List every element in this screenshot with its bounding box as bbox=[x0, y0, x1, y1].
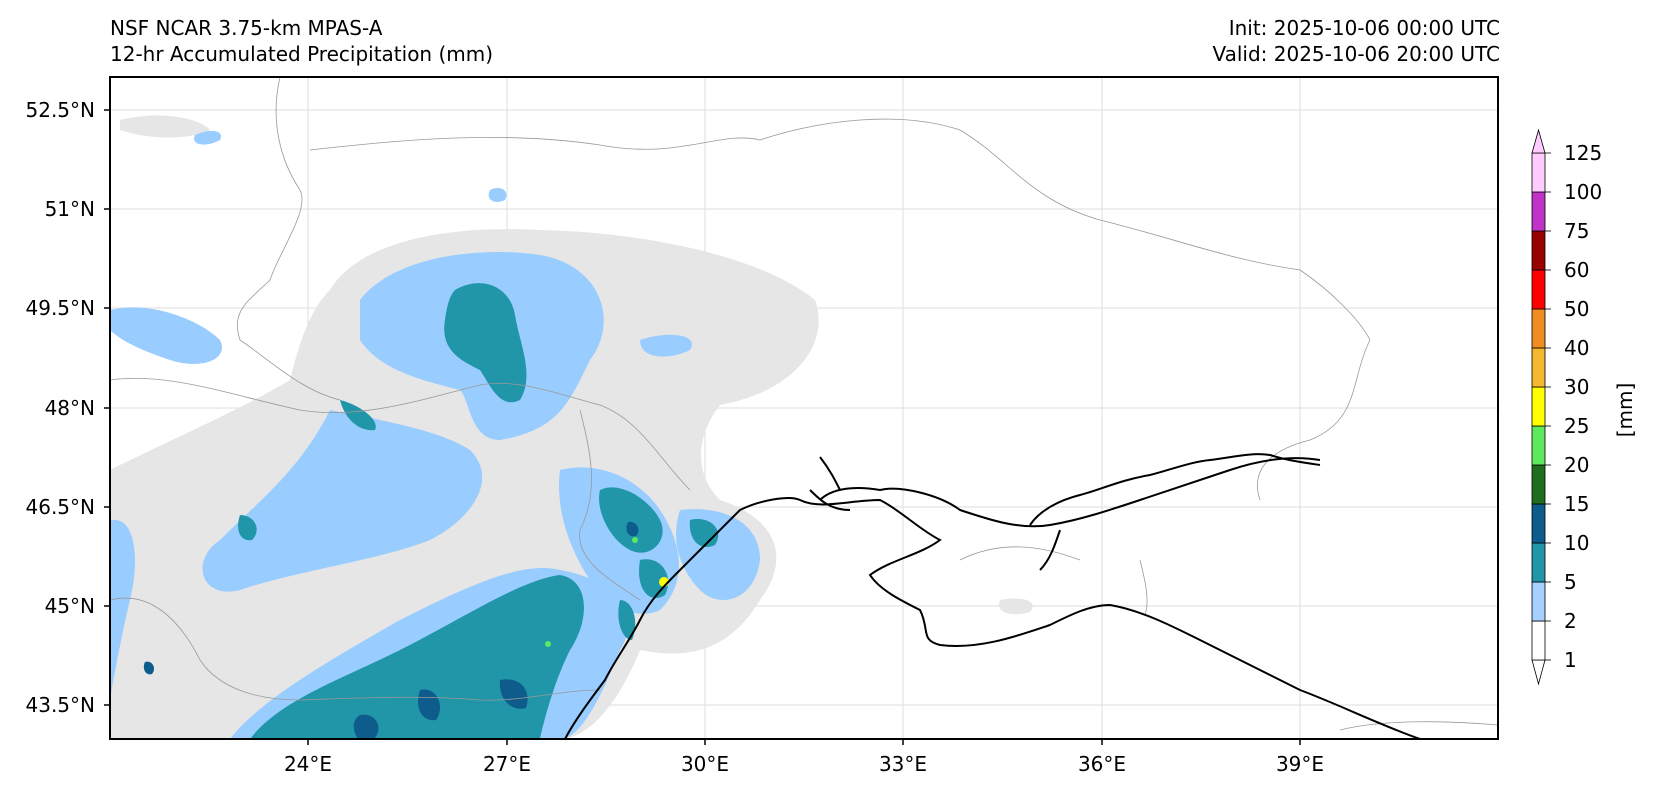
colorbar-extend-high bbox=[1531, 128, 1546, 154]
precip-moderate bbox=[238, 283, 719, 739]
colorbar-label: 50 bbox=[1564, 297, 1590, 321]
colorbar-label: 75 bbox=[1564, 219, 1590, 243]
colorbar-label: 15 bbox=[1564, 492, 1590, 516]
colorbar-segment-9 bbox=[1531, 308, 1546, 349]
colorbar-label: 2 bbox=[1564, 609, 1577, 633]
colorbar-segment-8 bbox=[1531, 347, 1546, 388]
colorbar-label: 10 bbox=[1564, 531, 1590, 555]
lon-label: 24°E bbox=[283, 752, 333, 776]
colorbar-label: 5 bbox=[1564, 570, 1577, 594]
colorbar-segment-11 bbox=[1531, 230, 1546, 271]
colorbar-segment-7 bbox=[1531, 386, 1546, 427]
lon-label: 33°E bbox=[878, 752, 928, 776]
colorbar-segment-3 bbox=[1531, 542, 1546, 583]
coastline bbox=[564, 453, 1421, 739]
colorbar-units: [mm] bbox=[1613, 382, 1637, 438]
lat-label: 45°N bbox=[44, 594, 95, 618]
colorbar-label: 1 bbox=[1564, 648, 1577, 672]
colorbar-label: 25 bbox=[1564, 414, 1590, 438]
lat-label: 46.5°N bbox=[25, 495, 96, 519]
colorbar-segment-13 bbox=[1531, 152, 1546, 193]
field-title: 12-hr Accumulated Precipitation (mm) bbox=[110, 42, 494, 66]
colorbar-segment-2 bbox=[1531, 581, 1546, 622]
colorbar-label: 40 bbox=[1564, 336, 1590, 360]
model-title: NSF NCAR 3.75-km MPAS-A bbox=[110, 16, 383, 40]
lat-label: 52.5°N bbox=[25, 98, 96, 122]
colorbar-label: 100 bbox=[1564, 180, 1603, 204]
colorbar-segment-12 bbox=[1531, 191, 1546, 232]
lon-label: 36°E bbox=[1077, 752, 1127, 776]
colorbar-segment-1 bbox=[1531, 620, 1546, 661]
init-time: Init: 2025-10-06 00:00 UTC bbox=[1228, 16, 1500, 40]
lat-label: 51°N bbox=[44, 197, 95, 221]
lat-label: 49.5°N bbox=[25, 296, 96, 320]
colorbar-ticks bbox=[1545, 152, 1551, 661]
colorbar-label: 60 bbox=[1564, 258, 1590, 282]
lon-label: 30°E bbox=[680, 752, 730, 776]
lon-label: 27°E bbox=[482, 752, 532, 776]
colorbar-label: 20 bbox=[1564, 453, 1590, 477]
colorbar-segment-4 bbox=[1531, 503, 1546, 544]
valid-time: Valid: 2025-10-06 20:00 UTC bbox=[1212, 42, 1500, 66]
colorbar-segment-10 bbox=[1531, 269, 1546, 310]
precip-intense-cells bbox=[545, 537, 669, 647]
lat-label: 43.5°N bbox=[25, 693, 96, 717]
colorbar-segment-5 bbox=[1531, 464, 1546, 505]
lat-label: 48°N bbox=[44, 396, 95, 420]
map-area bbox=[110, 77, 1498, 739]
colorbar-extend-low bbox=[1531, 659, 1546, 686]
colorbar-segment-6 bbox=[1531, 425, 1546, 466]
country-borders bbox=[110, 77, 1498, 731]
lon-label: 39°E bbox=[1275, 752, 1325, 776]
colorbar-label: 30 bbox=[1564, 375, 1590, 399]
colorbar bbox=[1531, 128, 1551, 686]
colorbar-label: 125 bbox=[1564, 141, 1603, 165]
axis-ticks bbox=[104, 109, 1301, 745]
